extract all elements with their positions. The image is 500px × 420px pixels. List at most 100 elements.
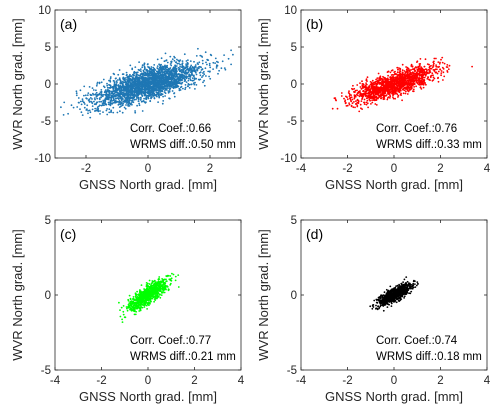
data-point	[371, 101, 374, 104]
data-point	[98, 100, 101, 103]
data-point	[362, 85, 365, 88]
data-point	[362, 83, 364, 85]
data-point	[406, 93, 409, 95]
data-point	[167, 69, 170, 72]
data-point	[180, 82, 183, 85]
data-point	[373, 90, 376, 93]
data-point	[142, 304, 145, 307]
data-point	[406, 68, 408, 71]
data-point	[169, 83, 172, 86]
data-point	[185, 63, 188, 65]
data-point	[107, 103, 110, 106]
data-point	[143, 72, 146, 74]
data-point	[121, 102, 123, 104]
data-point	[143, 97, 146, 100]
data-point	[120, 85, 123, 88]
data-point	[127, 93, 130, 95]
data-point	[194, 71, 197, 74]
data-point	[112, 72, 115, 75]
data-point	[432, 79, 435, 81]
data-point	[132, 296, 135, 298]
data-point	[139, 99, 142, 101]
data-point	[186, 85, 189, 88]
data-point	[147, 63, 149, 65]
data-point	[394, 76, 397, 79]
data-point	[82, 101, 85, 104]
data-point	[193, 66, 196, 69]
data-point	[99, 113, 101, 115]
data-point	[110, 86, 112, 88]
data-point	[177, 80, 180, 83]
data-point	[141, 66, 144, 69]
data-point	[121, 321, 124, 323]
data-point	[182, 71, 185, 74]
data-point	[139, 80, 142, 83]
data-point	[401, 69, 404, 72]
data-point	[119, 309, 121, 311]
data-point	[128, 85, 131, 88]
data-point	[132, 96, 134, 99]
x-tick-label: 0	[145, 163, 151, 175]
data-point	[118, 100, 121, 102]
data-point	[403, 77, 405, 80]
data-point	[128, 79, 131, 82]
data-point	[126, 87, 129, 90]
data-point	[371, 79, 374, 82]
data-point	[141, 110, 144, 112]
data-point	[173, 86, 175, 88]
data-point	[378, 77, 381, 80]
data-point	[157, 101, 160, 103]
data-point	[436, 66, 438, 68]
data-point	[412, 90, 414, 93]
data-point	[157, 87, 160, 90]
data-point	[162, 76, 165, 79]
data-point	[399, 70, 402, 73]
data-point	[134, 84, 136, 86]
data-point	[354, 89, 357, 92]
data-point	[405, 83, 408, 85]
data-point	[406, 75, 409, 78]
data-point	[348, 102, 350, 104]
data-point	[160, 85, 163, 87]
data-point	[92, 89, 95, 91]
data-point	[375, 86, 378, 89]
data-point	[191, 66, 194, 68]
data-point	[151, 80, 153, 83]
data-point	[366, 92, 369, 95]
data-point	[147, 89, 149, 91]
data-point	[382, 89, 385, 92]
data-point	[447, 68, 450, 71]
data-point	[194, 88, 196, 90]
data-point	[155, 88, 158, 91]
data-point	[109, 104, 112, 107]
data-point	[142, 92, 145, 95]
data-point	[131, 91, 134, 93]
data-point	[349, 96, 352, 99]
data-point	[88, 86, 91, 88]
data-point	[376, 80, 378, 83]
data-point	[401, 99, 403, 102]
data-point	[399, 74, 402, 77]
data-point	[178, 62, 180, 65]
data-point	[388, 85, 391, 88]
data-point	[390, 82, 393, 85]
data-point	[386, 86, 389, 89]
data-point	[144, 74, 146, 76]
data-point	[207, 70, 210, 73]
data-point	[214, 57, 217, 60]
data-point	[365, 97, 368, 100]
data-point	[203, 70, 205, 73]
data-point	[123, 78, 126, 81]
data-point	[81, 114, 84, 116]
data-point	[418, 77, 421, 80]
data-point	[356, 84, 359, 86]
data-point	[419, 63, 422, 65]
data-point	[197, 67, 200, 70]
data-point	[191, 77, 194, 80]
data-point	[96, 97, 99, 100]
data-point	[149, 100, 152, 102]
data-point	[178, 69, 181, 71]
data-point	[423, 70, 426, 73]
data-point	[153, 72, 156, 75]
data-point	[360, 87, 363, 90]
